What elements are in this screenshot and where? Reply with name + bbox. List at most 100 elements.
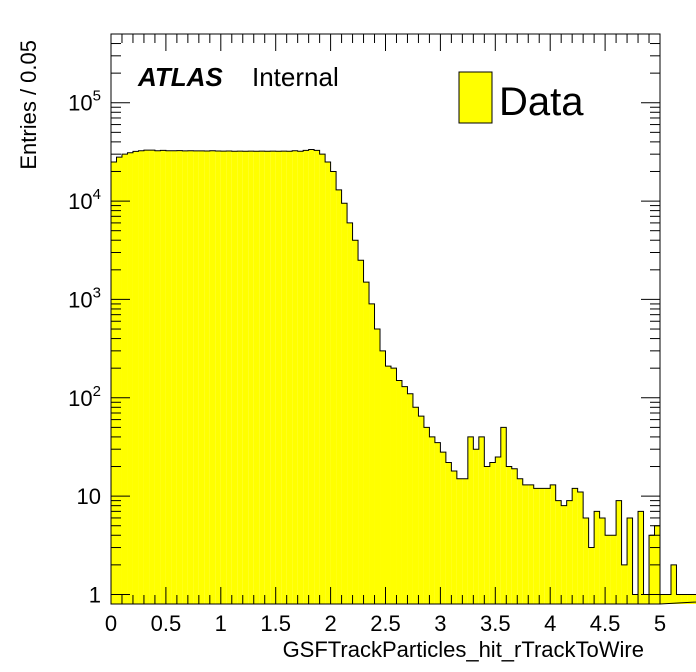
- histogram-bar: [605, 535, 611, 604]
- histogram-bar: [336, 189, 342, 604]
- histogram-bar: [347, 222, 353, 605]
- histogram-bar: [352, 240, 359, 605]
- histogram-bar: [270, 151, 276, 604]
- histogram-bar: [478, 436, 485, 604]
- histogram-bar: [308, 149, 315, 605]
- histogram-bar: [171, 150, 177, 605]
- histogram-bar: [412, 407, 419, 604]
- histogram-bar: [198, 150, 205, 604]
- histogram-bar: [143, 150, 150, 604]
- histogram-bar: [314, 150, 320, 604]
- y-tick-label: 103: [68, 284, 101, 312]
- histogram-bar: [220, 151, 227, 604]
- histogram-bar: [385, 366, 391, 604]
- x-tick-label: 1: [215, 611, 227, 636]
- histogram-bar: [237, 151, 243, 604]
- histogram-bar: [484, 466, 490, 604]
- histogram-bar: [132, 151, 139, 604]
- histogram-bar: [187, 150, 194, 605]
- histogram-bar: [522, 484, 529, 604]
- histogram-bar: [248, 151, 254, 604]
- histogram-bar: [566, 500, 573, 604]
- histogram-bar: [176, 150, 183, 604]
- legend-entry-data: Data: [499, 80, 584, 124]
- histogram-bar: [303, 150, 309, 604]
- histogram-bar: [209, 150, 216, 605]
- histogram-bar: [226, 151, 232, 604]
- histogram-bar: [253, 151, 260, 604]
- histogram-bar: [259, 151, 265, 604]
- x-axis-label: GSFTrackParticles_hit_rTrackToWire: [283, 637, 644, 662]
- histogram-bar: [660, 594, 666, 604]
- histogram-bar: [495, 456, 501, 604]
- histogram-bar: [319, 154, 326, 605]
- histogram-bar: [374, 329, 381, 604]
- histogram-bar: [473, 449, 479, 604]
- histogram-bar: [286, 151, 293, 604]
- histogram-bar: [621, 564, 628, 604]
- histogram-bar: [330, 171, 337, 604]
- y-tick-label: 1: [89, 582, 101, 607]
- histogram-bar: [643, 594, 650, 604]
- histogram-bar: [358, 260, 364, 604]
- histogram-bar: [297, 151, 304, 604]
- histogram-bar: [681, 594, 688, 604]
- y-tick-label: 102: [68, 383, 101, 411]
- internal-label: Internal: [252, 62, 339, 92]
- histogram-bar: [583, 517, 589, 604]
- histogram-bar: [121, 154, 128, 605]
- x-tick-label: 5: [654, 611, 666, 636]
- histogram-bar: [616, 500, 622, 604]
- histogram-bar: [429, 436, 435, 604]
- histogram-bar: [111, 161, 117, 604]
- histogram-bar: [264, 151, 271, 604]
- histogram-bar: [550, 484, 556, 604]
- y-axis-ticks: 1 10 102 103 104 105: [68, 33, 660, 607]
- histogram-bar: [204, 151, 210, 604]
- histogram-bar: [599, 517, 606, 604]
- histogram-bar: [676, 594, 682, 604]
- histogram-bar: [670, 564, 677, 604]
- y-tick-label: 105: [68, 88, 101, 116]
- histogram-bar: [638, 511, 644, 604]
- histogram-bar: [451, 471, 457, 604]
- x-tick-label: 3.5: [480, 611, 511, 636]
- histogram-bar: [544, 488, 551, 604]
- histogram-bar: [456, 478, 463, 604]
- histogram-bar: [528, 484, 534, 604]
- legend-swatch: [458, 71, 493, 124]
- histogram-bar: [116, 157, 122, 604]
- y-axis-label: Entries / 0.05: [16, 40, 41, 170]
- histogram-bar: [154, 150, 161, 605]
- atlas-annotation: ATLAS Internal: [137, 62, 339, 92]
- histogram-bar: [193, 150, 199, 604]
- x-tick-label: 4.5: [590, 611, 621, 636]
- histogram-bar: [533, 488, 540, 604]
- histogram-bar: [692, 594, 696, 604]
- histogram-bar: [649, 535, 655, 604]
- x-tick-label: 0: [105, 611, 117, 636]
- histogram-bar: [467, 436, 474, 604]
- x-tick-label: 4: [544, 611, 556, 636]
- histogram-bar: [363, 282, 370, 604]
- histogram-bar: [396, 380, 402, 604]
- histogram-bar: [407, 393, 413, 604]
- histogram-bar: [462, 478, 468, 604]
- x-tick-label: 2.5: [370, 611, 401, 636]
- histogram-bar: [506, 466, 512, 604]
- histogram-bar: [423, 427, 430, 604]
- histogram-bar: [215, 151, 221, 604]
- histogram-outline: [110, 148, 696, 605]
- histogram-bar: [445, 462, 452, 604]
- histogram-bar: [594, 511, 600, 604]
- histogram-bar: [561, 505, 567, 604]
- x-tick-label: 1.5: [260, 611, 291, 636]
- histogram-bar: [369, 303, 375, 604]
- histogram-bar: [418, 416, 424, 604]
- atlas-label: ATLAS: [137, 62, 223, 92]
- histogram-bar: [231, 151, 238, 604]
- y-tick-label: 104: [68, 186, 101, 214]
- histogram-bar: [401, 386, 408, 604]
- histogram-bar: [325, 161, 331, 604]
